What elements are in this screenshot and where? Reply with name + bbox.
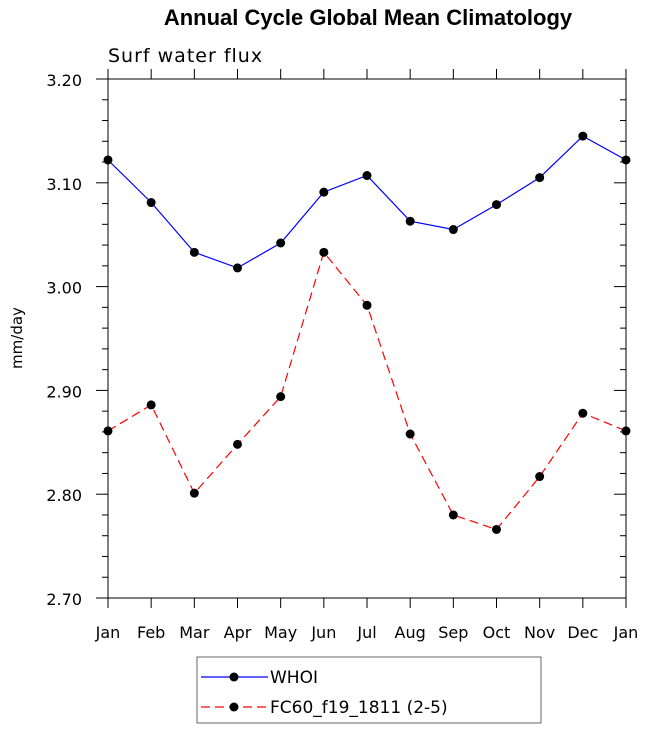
data-point-1 xyxy=(492,524,501,534)
y-tick-label: 3.10 xyxy=(46,175,82,194)
x-tick-label: May xyxy=(264,623,297,642)
y-ticks: 2.70 2.80 2.90 3.00 3.10 3.20 xyxy=(46,71,626,609)
plot-frame xyxy=(107,78,627,599)
x-tick-label: Dec xyxy=(567,623,598,642)
series-line-0 xyxy=(107,135,627,269)
legend-marker-fc60 xyxy=(229,702,239,712)
data-point-0 xyxy=(146,198,156,208)
data-point-0 xyxy=(535,173,545,183)
data-point-0 xyxy=(276,238,286,248)
y-tick-label: 2.90 xyxy=(46,382,82,401)
x-tick-label: Jan xyxy=(95,623,121,642)
data-point-1 xyxy=(535,472,545,482)
legend-marker-whoi xyxy=(229,672,239,682)
data-point-0 xyxy=(362,171,372,181)
legend-box xyxy=(196,656,542,724)
legend-label-fc60: FC60_f19_1811 (2-5) xyxy=(270,698,448,718)
y-tick-label: 3.00 xyxy=(46,279,82,298)
data-point-0 xyxy=(578,131,588,141)
data-point-0 xyxy=(233,263,242,273)
x-tick-label: Nov xyxy=(524,623,555,642)
chart-title: Annual Cycle Global Mean Climatology xyxy=(164,5,573,30)
data-point-0 xyxy=(448,225,458,235)
x-tick-label: Mar xyxy=(179,623,210,642)
data-point-1 xyxy=(189,488,199,498)
x-ticks: Jan Feb Mar Apr May Jun Jul Aug Sep Oct Nov Dec Jan xyxy=(95,69,639,642)
data-point-0 xyxy=(492,200,501,210)
series-line-1 xyxy=(107,251,627,531)
legend-label-whoi: WHOI xyxy=(270,668,318,688)
data-point-1 xyxy=(319,247,329,257)
x-tick-label: Oct xyxy=(483,623,511,642)
data-point-1 xyxy=(146,400,156,410)
data-point-0 xyxy=(621,155,631,165)
y-tick-label: 3.20 xyxy=(46,71,82,90)
data-point-1 xyxy=(621,426,631,436)
x-tick-label: Sep xyxy=(438,623,468,642)
x-tick-label: Jul xyxy=(356,623,376,642)
data-point-1 xyxy=(103,426,113,436)
y-tick-label: 2.70 xyxy=(46,590,82,609)
y-tick-label: 2.80 xyxy=(46,486,82,505)
y-axis-label: mm/day xyxy=(8,307,26,369)
x-tick-label: Jan xyxy=(613,623,639,642)
data-point-1 xyxy=(233,439,242,449)
data-point-0 xyxy=(319,187,329,197)
x-tick-label: Feb xyxy=(137,623,165,642)
data-point-1 xyxy=(448,510,458,520)
chart-subtitle: Surf water flux xyxy=(108,45,263,67)
x-tick-label: Aug xyxy=(395,623,426,642)
series-group xyxy=(103,131,631,534)
data-point-0 xyxy=(405,216,415,226)
data-point-1 xyxy=(578,408,588,418)
x-tick-label: Jun xyxy=(310,623,336,642)
data-point-1 xyxy=(276,392,286,402)
data-point-1 xyxy=(362,300,372,310)
legend: WHOI FC60_f19_1811 (2-5) xyxy=(196,656,542,724)
data-point-1 xyxy=(405,429,415,439)
data-point-0 xyxy=(103,155,113,165)
data-point-0 xyxy=(189,247,199,257)
x-tick-label: Apr xyxy=(224,623,252,642)
